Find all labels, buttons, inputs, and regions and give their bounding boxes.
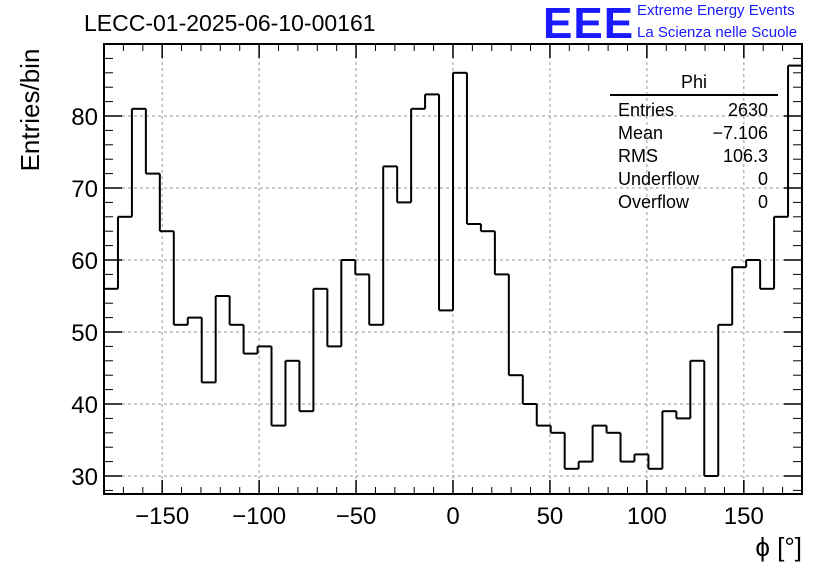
- stats-row-entries: Entries 2630: [610, 99, 778, 122]
- histogram-bin: [424, 93, 440, 109]
- stats-row-underflow: Underflow 0: [610, 168, 778, 191]
- histogram-bin: [717, 323, 733, 476]
- histogram-bin: [130, 107, 146, 217]
- histogram-bin: [605, 425, 621, 434]
- stats-row-mean: Mean −7.106: [610, 122, 778, 145]
- stats-label: Underflow: [618, 169, 700, 189]
- run-title: LECC-01-2025-06-10-00161: [84, 10, 376, 36]
- y-tick-label: 80: [71, 104, 98, 131]
- histogram-bin: [172, 231, 188, 326]
- histogram-bin: [465, 72, 481, 225]
- histogram-bin: [186, 316, 202, 325]
- histogram-bin: [661, 410, 677, 469]
- histogram-bin: [410, 107, 426, 203]
- histogram-bin: [103, 287, 118, 494]
- histogram-bin: [200, 317, 216, 384]
- histogram-bin: [591, 424, 607, 462]
- histogram-bin: [675, 411, 691, 420]
- histogram-bin: [158, 173, 174, 233]
- histogram-bin: [493, 231, 509, 276]
- stats-value: −7.106: [712, 123, 768, 143]
- histogram-bin: [731, 266, 747, 325]
- stats-label: Overflow: [618, 192, 690, 212]
- y-tick-label: 60: [71, 248, 98, 275]
- histogram-bin: [773, 215, 789, 289]
- x-tick-label: −100: [232, 503, 286, 530]
- histogram-bin: [535, 404, 551, 427]
- histogram-bin: [521, 375, 537, 405]
- histogram-bin: [270, 346, 286, 427]
- stats-box: Phi Entries 2630 Mean −7.106 RMS 106.3 U…: [610, 72, 778, 214]
- histogram-bin: [144, 108, 160, 175]
- histogram-bin: [340, 259, 356, 347]
- histogram-bin: [745, 259, 761, 268]
- stats-row-overflow: Overflow 0: [610, 191, 778, 214]
- axis-layer: −150 −100 −50 0 50 100 150 30 40 50 60 70 80: [71, 43, 803, 530]
- histogram-bin: [284, 359, 300, 426]
- histogram-bin: [479, 224, 495, 233]
- histogram-bin: [242, 324, 258, 355]
- histogram-bin: [619, 432, 635, 463]
- eee-logo: EEE: [543, 0, 635, 48]
- logo-line-2: La Scienza nelle Scuole: [637, 24, 798, 41]
- stats-label: Mean: [618, 123, 664, 143]
- x-axis-label: ϕ [°]: [755, 532, 802, 562]
- histogram-bin: [507, 274, 523, 377]
- histogram-bin: [452, 71, 467, 311]
- histogram-bin: [787, 64, 802, 217]
- histogram-bin: [354, 260, 370, 276]
- x-tick-label: 100: [627, 503, 667, 530]
- histogram-bin: [214, 295, 230, 383]
- histogram-bin: [256, 345, 272, 354]
- stats-label: Entries: [618, 100, 675, 120]
- stats-title: Phi: [610, 72, 778, 96]
- histogram-bin: [647, 454, 663, 470]
- stats-value: 0: [757, 192, 768, 212]
- stats-value: 2630: [727, 100, 768, 120]
- histogram-bin: [298, 360, 314, 413]
- histogram-bin: [633, 453, 649, 462]
- x-tick-label: 0: [446, 503, 459, 530]
- y-tick-label: 30: [71, 464, 98, 491]
- y-tick-label: 40: [71, 392, 98, 419]
- logo-line-1: Extreme Energy Events: [637, 2, 795, 19]
- histogram-bin: [703, 360, 719, 477]
- histogram-bin: [368, 274, 384, 326]
- histogram-bin: [228, 296, 244, 326]
- histogram-bin: [577, 460, 593, 469]
- histogram-bin: [326, 288, 342, 348]
- x-tick-label: −150: [135, 503, 189, 530]
- histogram-bin: [116, 215, 132, 289]
- stats-label: RMS: [618, 146, 658, 166]
- stats-value: 0: [757, 169, 768, 189]
- stats-value: 106.3: [722, 146, 768, 166]
- x-tick-label: 50: [537, 503, 564, 530]
- histogram-bin: [563, 432, 579, 470]
- histogram-bin: [396, 166, 412, 204]
- y-axis-label: Entries/bin: [15, 48, 45, 172]
- x-tick-label: 150: [724, 503, 764, 530]
- histogram-bin: [689, 359, 705, 419]
- histogram-bin: [438, 94, 453, 312]
- histogram-bin: [759, 260, 775, 290]
- y-tick-label: 70: [71, 176, 98, 203]
- x-tick-label: −50: [336, 503, 377, 530]
- stats-row-rms: RMS 106.3: [610, 145, 778, 168]
- y-tick-label: 50: [71, 320, 98, 347]
- histogram-bin: [312, 287, 328, 412]
- histogram-bin: [382, 165, 398, 325]
- histogram-bin: [549, 425, 565, 434]
